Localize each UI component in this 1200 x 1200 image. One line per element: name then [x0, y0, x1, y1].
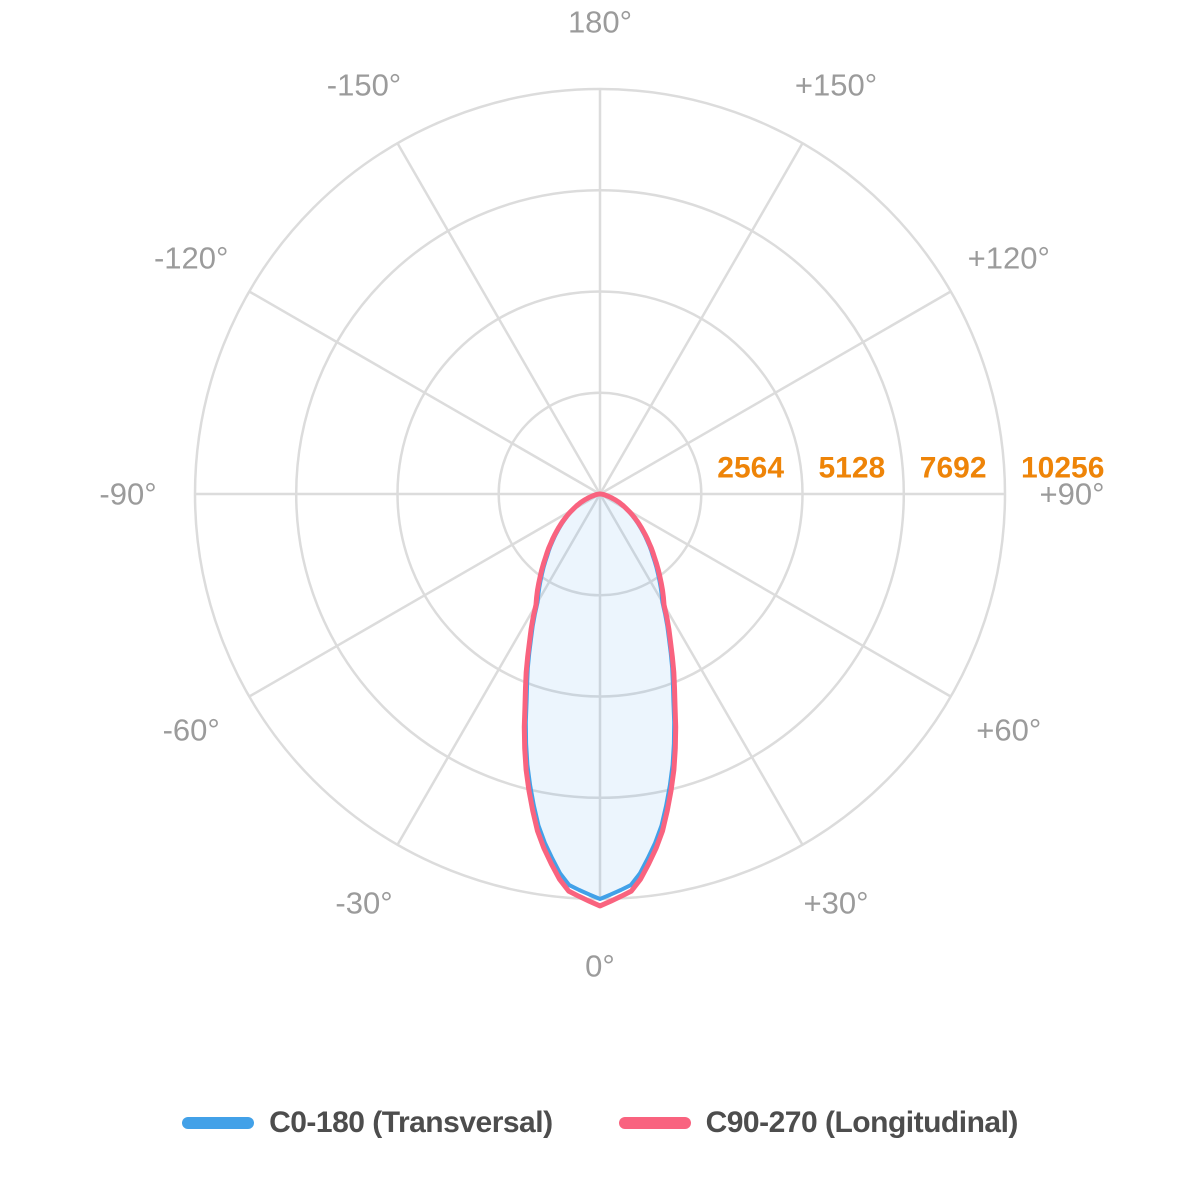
angle-label-150: +150° — [795, 68, 877, 103]
radial-tick-label-3: 10256 — [1021, 452, 1104, 485]
c90-270-curve — [521, 491, 679, 909]
angle-label--90: -90° — [99, 477, 156, 512]
angle-label-180: 180° — [568, 5, 632, 40]
radial-tick-label-2: 7692 — [920, 452, 987, 485]
angle-label--30: -30° — [335, 885, 392, 920]
grid-spoke-30 — [598, 493, 804, 846]
angle-label-0: 0° — [585, 949, 615, 984]
angle-label--60: -60° — [163, 713, 220, 748]
grid-spoke-120 — [599, 290, 952, 496]
grid-spoke-300 — [248, 492, 601, 698]
angle-label-60: +60° — [976, 713, 1041, 748]
angle-label-90: +90° — [1040, 477, 1105, 512]
grid-spoke-240 — [248, 290, 601, 496]
radial-tick-label-1: 5128 — [819, 452, 886, 485]
chart-legend: C0-180 (Transversal) C90-270 (Longitudin… — [0, 1104, 1200, 1142]
polar-chart-svg: 0° +30° +60° +90° +120° +150° 180° -150° -120° -9… — [99, 5, 1105, 984]
angle-label-30: +30° — [804, 885, 869, 920]
legend-item-c0-180[interactable]: C0-180 (Transversal) — [182, 1106, 553, 1140]
angle-label--120: -120° — [154, 241, 228, 276]
grid-spoke-60 — [599, 492, 952, 698]
angle-label-120: +120° — [968, 241, 1050, 276]
grid-spoke-330 — [396, 493, 602, 846]
legend-swatch-0 — [182, 1117, 255, 1129]
grid-spoke-150 — [598, 142, 804, 495]
angle-label--150: -150° — [327, 68, 401, 103]
radial-tick-label-0: 2564 — [717, 452, 784, 485]
legend-item-c90-270[interactable]: C90-270 (Longitudinal) — [618, 1106, 1019, 1140]
legend-swatch-1 — [618, 1117, 691, 1129]
legend-label-c0-180: C0-180 (Transversal) — [269, 1106, 553, 1139]
legend-label-c90-270: C90-270 (Longitudinal) — [705, 1106, 1019, 1139]
grid-spoke-210 — [396, 142, 602, 495]
